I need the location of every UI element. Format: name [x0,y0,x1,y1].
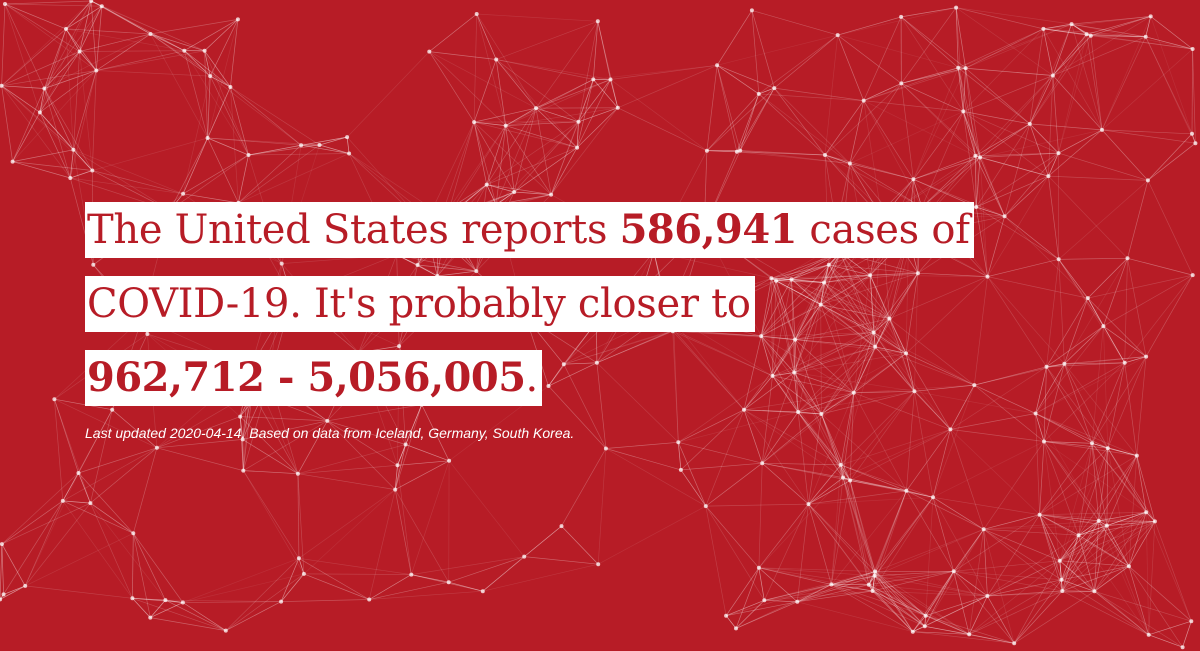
headline-prefix: The United States reports [87,207,620,253]
headline: The United States reports 586,941 cases … [85,202,985,424]
headline-line-3: 962,712 - 5,056,005. [85,350,542,406]
estimated-cases-range: 962,712 - 5,056,005 [87,354,526,401]
headline-line-1: The United States reports 586,941 cases … [85,202,974,258]
headline-line-2: COVID-19. It's probably closer to [85,276,755,332]
headline-suffix: cases of [797,207,970,253]
last-updated-note: Last updated 2020-04-14. Based on data f… [85,425,575,441]
reported-cases-count: 586,941 [619,206,798,253]
headline-period: . [525,355,539,401]
